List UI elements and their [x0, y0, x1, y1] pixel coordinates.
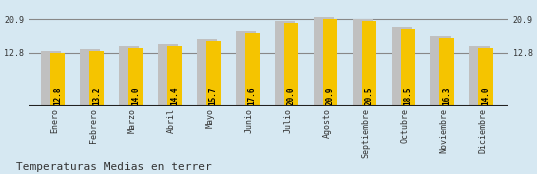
Text: 20.9: 20.9: [325, 86, 335, 105]
Bar: [284, 23, 299, 106]
Bar: [314, 17, 334, 106]
Bar: [119, 46, 139, 106]
Text: 12.8: 12.8: [53, 86, 62, 105]
Bar: [41, 51, 61, 106]
Bar: [401, 29, 415, 106]
Bar: [439, 38, 454, 106]
Bar: [50, 53, 65, 106]
Text: 20.5: 20.5: [365, 86, 373, 105]
Text: 14.0: 14.0: [131, 86, 140, 105]
Bar: [128, 48, 143, 106]
Bar: [89, 51, 104, 106]
Bar: [275, 21, 295, 106]
Bar: [197, 39, 217, 106]
Text: 14.0: 14.0: [481, 86, 490, 105]
Bar: [431, 36, 451, 106]
Text: 16.3: 16.3: [442, 86, 451, 105]
Bar: [361, 21, 376, 106]
Bar: [245, 33, 259, 106]
Text: 17.6: 17.6: [248, 86, 257, 105]
Text: 15.7: 15.7: [209, 86, 217, 105]
Bar: [353, 19, 373, 106]
Text: 13.2: 13.2: [92, 86, 101, 105]
Text: Temperaturas Medias en terrer: Temperaturas Medias en terrer: [16, 162, 212, 172]
Bar: [478, 48, 493, 106]
Bar: [323, 19, 337, 106]
Bar: [236, 31, 256, 106]
Bar: [80, 49, 100, 106]
Bar: [167, 46, 182, 106]
Bar: [158, 44, 178, 106]
Text: 20.0: 20.0: [287, 86, 295, 105]
Text: 18.5: 18.5: [403, 86, 412, 105]
Bar: [469, 46, 490, 106]
Text: 14.4: 14.4: [170, 86, 179, 105]
Bar: [206, 41, 221, 106]
Bar: [391, 27, 412, 106]
